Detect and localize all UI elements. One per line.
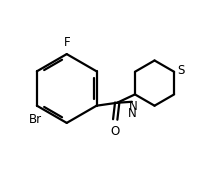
Text: S: S	[178, 64, 185, 77]
Text: F: F	[63, 36, 70, 48]
Text: O: O	[111, 125, 120, 138]
Text: Br: Br	[29, 113, 43, 126]
Text: N: N	[128, 107, 136, 120]
Text: N: N	[129, 100, 138, 113]
